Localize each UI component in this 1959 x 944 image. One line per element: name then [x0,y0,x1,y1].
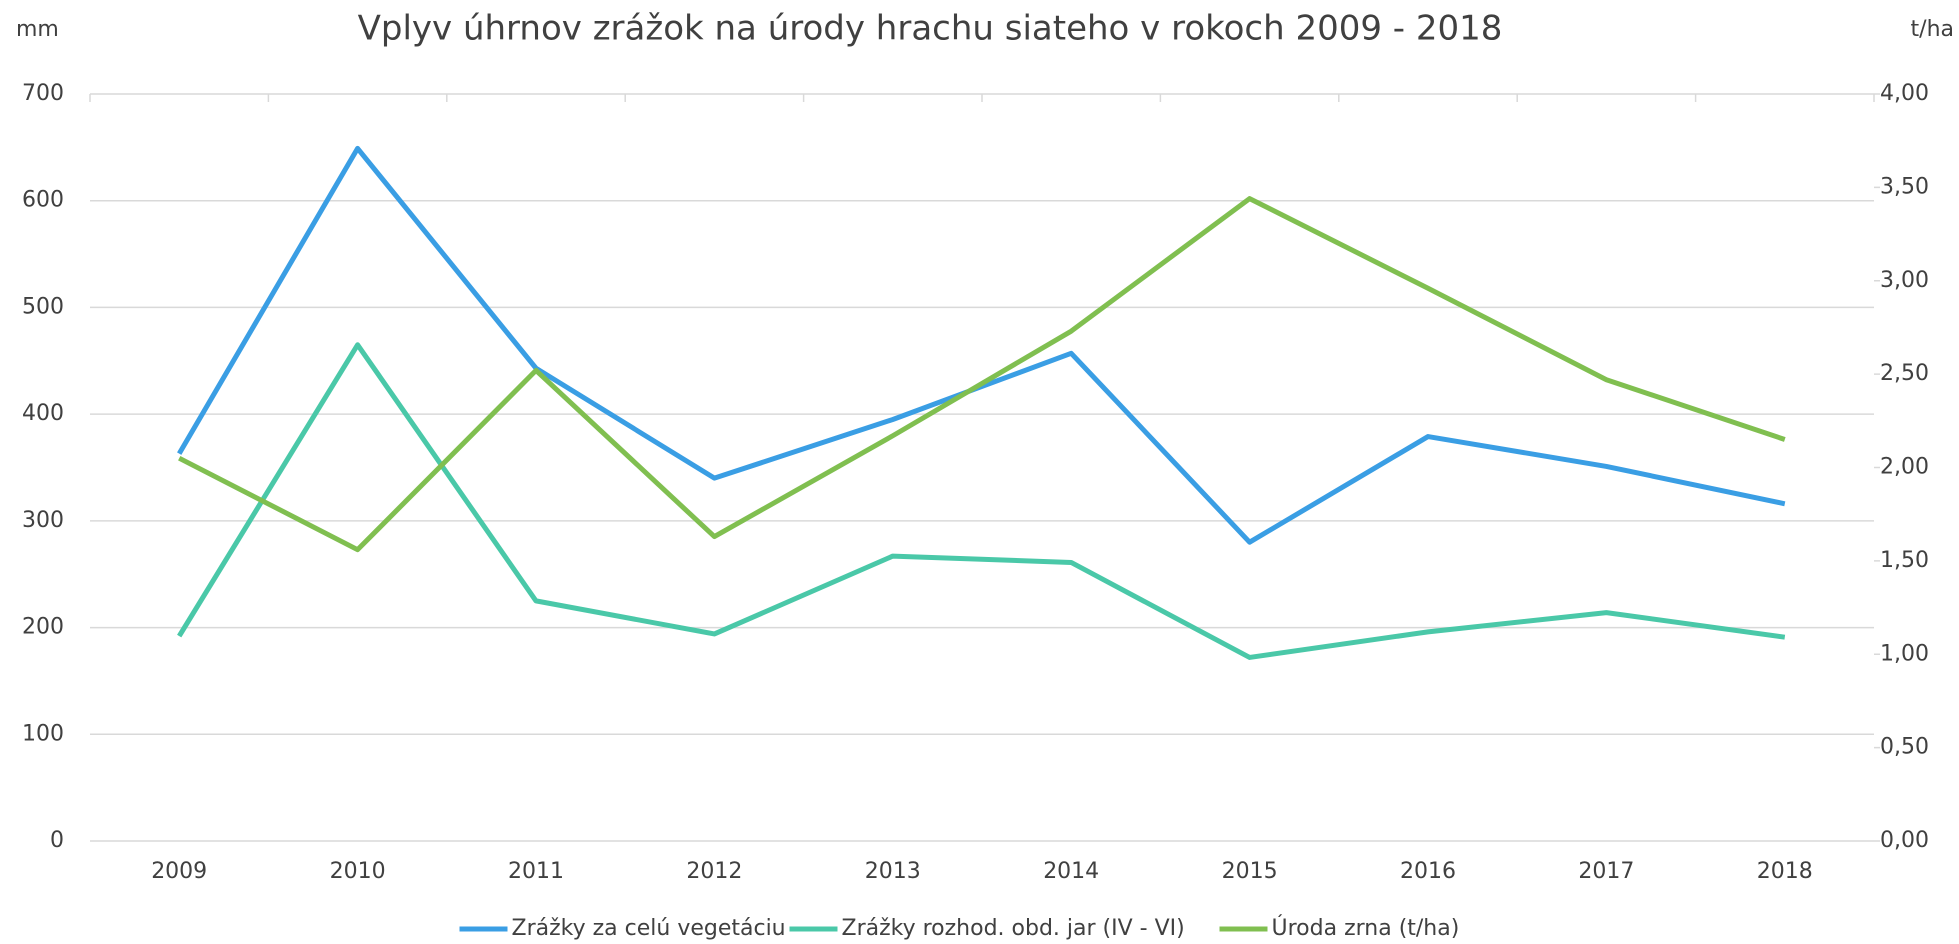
y-tick-label: 400 [22,401,64,426]
legend-label: Úroda zrna (t/ha) [1272,915,1460,941]
x-tick-label: 2015 [1222,859,1278,884]
legend-label: Zrážky za celú vegetáciu [512,916,786,941]
y2-tick-label: 0,50 [1880,735,1929,760]
y2-tick-label: 2,00 [1880,455,1929,480]
x-tick-label: 2011 [508,859,564,884]
x-tick-label: 2017 [1578,859,1634,884]
x-tick-label: 2012 [686,859,742,884]
y-tick-label: 100 [22,721,64,746]
x-tick-label: 2013 [865,859,921,884]
series-line [177,342,1786,660]
y-tick-label: 300 [22,508,64,533]
y-tick-label: 0 [50,828,64,853]
legend-label: Zrážky rozhod. obd. jar (IV - VI) [842,916,1185,941]
x-tick-label: 2009 [151,859,207,884]
series-line [177,145,1786,545]
y-tick-label: 600 [22,188,64,213]
y-axis-label: mm [16,17,59,42]
y2-tick-label: 1,50 [1880,548,1929,573]
y2-tick-label: 0,00 [1880,828,1929,853]
x-tick-label: 2018 [1757,859,1813,884]
x-tick-label: 2010 [330,859,386,884]
y2-tick-label: 1,00 [1880,641,1929,666]
x-tick-label: 2014 [1043,859,1099,884]
y2-axis-label: t/ha [1911,17,1954,42]
y2-tick-label: 2,50 [1880,361,1929,386]
chart-title: Vplyv úhrnov zrážok na úrody hrachu siat… [358,9,1503,49]
y2-tick-label: 3,00 [1880,268,1929,293]
series-line [178,196,1786,553]
y-tick-label: 700 [22,81,64,106]
y2-tick-label: 3,50 [1880,174,1929,199]
y2-tick-label: 4,00 [1880,81,1929,106]
x-tick-label: 2016 [1400,859,1456,884]
y-tick-label: 200 [22,615,64,640]
y-tick-label: 500 [22,294,64,319]
